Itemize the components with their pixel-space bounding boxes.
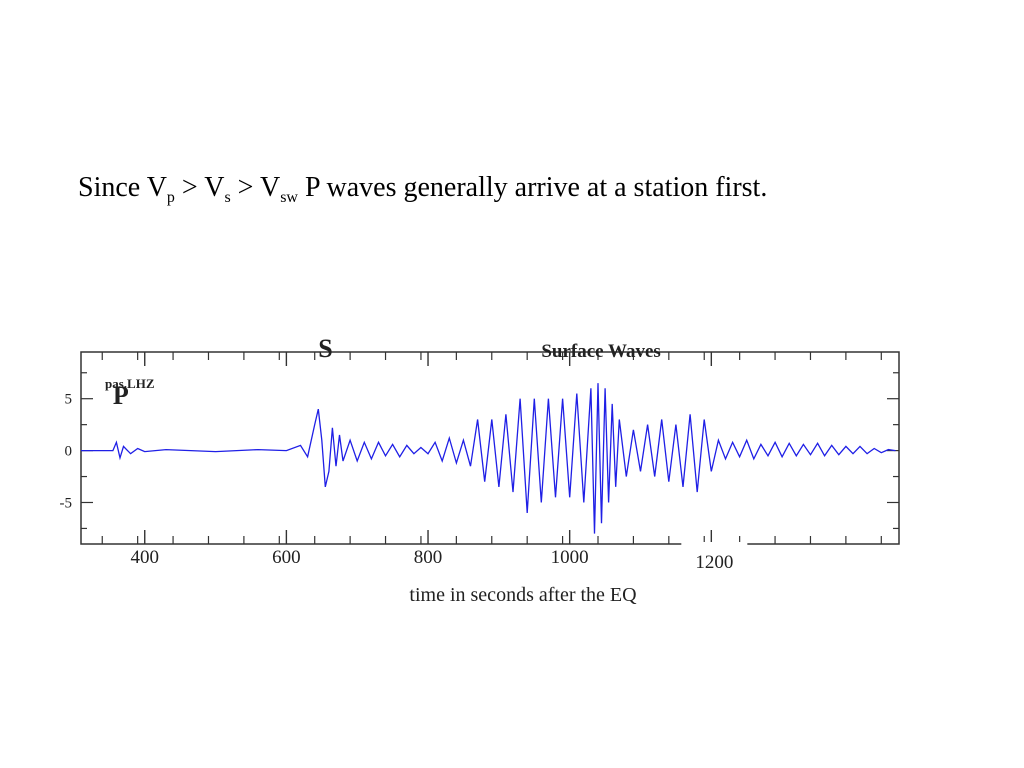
x-tick-label-mask xyxy=(681,542,748,566)
x-axis-label: time in seconds after the EQ xyxy=(409,584,637,606)
x-tick-label: 800 xyxy=(414,547,443,568)
annotation-label: S xyxy=(318,334,332,363)
seismogram-trace xyxy=(81,383,896,534)
x-tick-label: 1000 xyxy=(551,547,589,568)
x-tick-label: 1200 xyxy=(695,552,733,573)
plot-frame xyxy=(80,351,900,545)
station-label: pas.LHZ xyxy=(105,376,155,391)
headline-part-4: P waves generally arrive at a station fi… xyxy=(297,172,768,203)
headline: Since Vp > Vs > Vsw P waves generally ar… xyxy=(78,168,978,208)
x-tick-labels: 400 600 800 1000 1200 xyxy=(130,542,748,573)
subscript-p: p xyxy=(166,189,175,206)
axis-ticks xyxy=(81,352,899,544)
y-tick-labels: 5 0 -5 xyxy=(60,392,73,512)
annotation-label: P xyxy=(113,381,129,410)
annotation-label: Surface Waves xyxy=(541,341,660,362)
subscript-s: s xyxy=(224,189,231,206)
x-tick-label: 600 xyxy=(272,547,301,568)
x-tick-label: 400 xyxy=(130,547,159,568)
y-tick-label: -5 xyxy=(60,495,73,511)
y-tick-label: 5 xyxy=(65,392,73,408)
y-tick-label: 0 xyxy=(65,444,73,460)
subscript-sw: sw xyxy=(280,189,298,206)
headline-part-2: > V xyxy=(174,172,225,203)
headline-part-1: Since V xyxy=(78,172,167,203)
annotations: P S Surface Waves xyxy=(113,334,661,410)
headline-part-3: > V xyxy=(230,172,281,203)
